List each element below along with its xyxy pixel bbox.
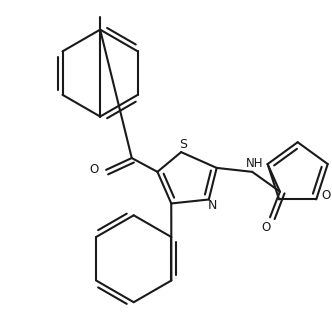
Text: O: O <box>321 189 331 202</box>
Text: O: O <box>90 164 99 176</box>
Text: O: O <box>261 221 271 234</box>
Text: S: S <box>179 138 187 151</box>
Text: N: N <box>208 199 217 212</box>
Text: NH: NH <box>245 157 263 171</box>
